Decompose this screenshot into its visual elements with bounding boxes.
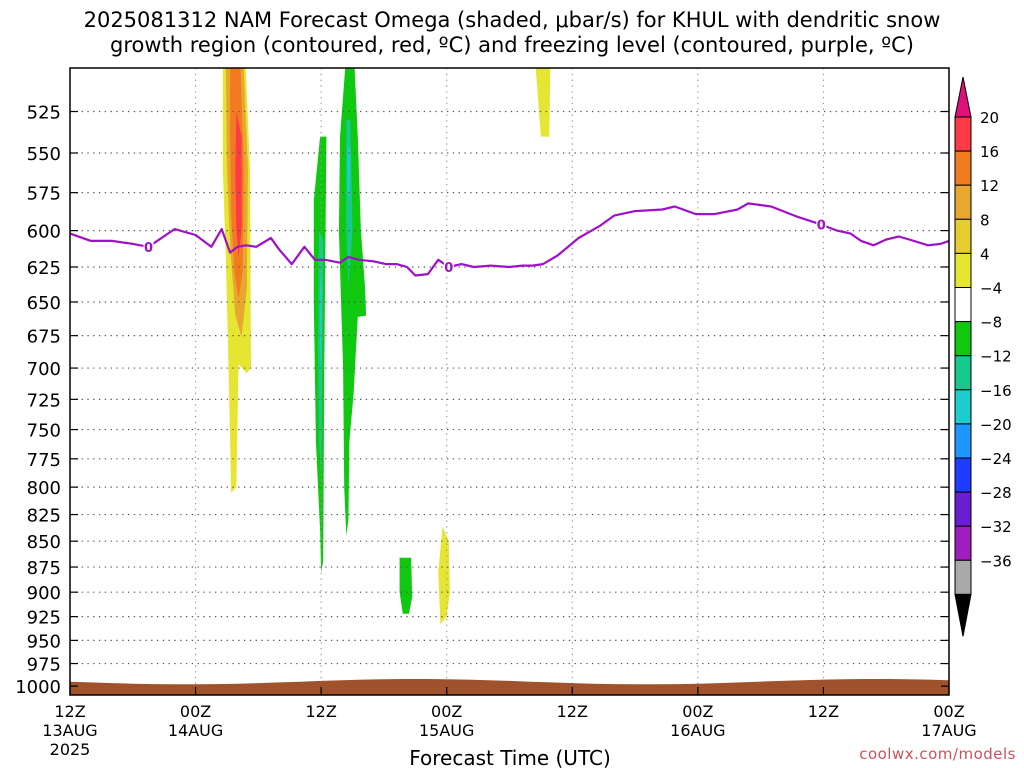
freezing-level-label: 0	[444, 261, 453, 276]
omega-region-14aug-pm-cyan	[347, 144, 351, 201]
colorbar-label: 8	[980, 211, 990, 229]
omega-region-14aug-pm-green	[338, 68, 367, 536]
x-tick-label: 17AUG	[921, 721, 976, 740]
plot-background	[70, 68, 949, 695]
grid-lines	[70, 68, 949, 695]
y-tick-label: 650	[27, 293, 61, 314]
colorbar-label: 4	[980, 245, 990, 263]
colorbar-swatch	[954, 559, 972, 595]
x-tick-label: 14AUG	[168, 721, 223, 740]
y-tick-label: 975	[27, 655, 61, 676]
colorbar-swatch	[954, 525, 972, 561]
colorbar-label: −16	[980, 382, 1012, 400]
x-tick-label: 12Z	[557, 702, 588, 721]
omega-region-15aug-low-green	[399, 557, 413, 614]
colorbar-swatch	[954, 287, 972, 323]
x-tick-label: 12Z	[54, 702, 85, 721]
y-tick-label: 825	[27, 506, 61, 527]
y-tick-label: 700	[27, 359, 61, 380]
plot-frame	[69, 67, 950, 696]
y-tick-label: 850	[27, 532, 61, 553]
colorbar-label: 12	[980, 177, 999, 195]
freezing-level-label-bg	[443, 259, 454, 274]
y-tick-label: 925	[27, 608, 61, 629]
colorbar-top-arrow	[954, 76, 972, 118]
freezing-level-label-bg	[816, 217, 827, 232]
colorbar-swatch	[954, 355, 972, 391]
terrain-fill	[70, 679, 949, 695]
colorbar-label: −4	[980, 280, 1002, 298]
site-credit: coolwx.com/models	[859, 745, 1016, 763]
x-tick-label: 13AUG	[42, 721, 97, 740]
omega-region-12z-cyan	[320, 274, 323, 369]
freezing-level-label-bg	[143, 239, 154, 254]
colorbar-swatch	[954, 252, 972, 288]
colorbar-label: −12	[980, 348, 1012, 366]
colorbar-swatch	[954, 389, 972, 425]
colorbar-swatch	[954, 321, 972, 357]
colorbar-label: −8	[980, 314, 1002, 332]
omega-region-14aug-red	[235, 111, 242, 257]
omega-region-15aug-low-yellow	[438, 526, 450, 625]
y-tick-label: 625	[27, 258, 61, 279]
y-tick-label: 900	[27, 583, 61, 604]
x-axis-label: Forecast Time (UTC)	[409, 746, 611, 768]
y-tick-label: 875	[27, 558, 61, 579]
y-tick-label: 725	[27, 390, 61, 411]
omega-region-15aug-upper	[535, 68, 551, 137]
colorbar-label: −24	[980, 450, 1012, 468]
colorbar-label: −28	[980, 484, 1012, 502]
colorbar-bottom-arrow	[954, 593, 972, 637]
colorbar-label: 20	[980, 109, 999, 127]
y-axis: 525 550 575 600 625 650 675 700 725 750 775 800 825 8…	[15, 103, 949, 698]
y-tick-label: 600	[27, 222, 61, 243]
x-tick-label: 12Z	[305, 702, 336, 721]
colorbar-swatch	[954, 116, 972, 152]
y-tick-label: 525	[27, 103, 61, 124]
y-tick-label: 575	[27, 184, 61, 205]
x-tick-label: 00Z	[933, 702, 964, 721]
y-tick-label: 800	[27, 478, 61, 499]
colorbar-label: −32	[980, 518, 1012, 536]
x-tick-label: 00Z	[180, 702, 211, 721]
colorbar-swatch	[954, 218, 972, 254]
x-tick-label: 00Z	[682, 702, 713, 721]
x-tick-label: 16AUG	[670, 721, 725, 740]
y-tick-label: 775	[27, 450, 61, 471]
colorbar-swatch	[954, 423, 972, 459]
x-tick-label: 2025	[50, 740, 91, 759]
y-tick-label: 950	[27, 631, 61, 652]
y-tick-label: 550	[27, 144, 61, 165]
colorbar-swatch	[954, 457, 972, 493]
colorbar-label: −20	[980, 416, 1012, 434]
colorbar-label: 16	[980, 143, 999, 161]
colorbar-swatch	[954, 491, 972, 527]
freezing-level-label: 0	[144, 241, 153, 256]
y-tick-label: 675	[27, 327, 61, 348]
colorbar-swatch	[954, 184, 972, 220]
x-tick-label: 15AUG	[419, 721, 474, 740]
plot-area: 0 0 0	[70, 68, 949, 695]
freezing-level-label: 0	[817, 219, 826, 234]
colorbar: 20 16 12 8 4 −4 −8 −12 −16 −20 −24 −28 −32 −36	[954, 76, 1012, 637]
chart-title-line-2: growth region (contoured, red, ºC) and f…	[110, 33, 914, 57]
y-tick-label: 750	[27, 421, 61, 442]
colorbar-swatch	[954, 150, 972, 186]
chart-title-line-1: 2025081312 NAM Forecast Omega (shaded, μ…	[83, 8, 941, 32]
x-tick-label: 00Z	[431, 702, 462, 721]
y-tick-label: 1000	[15, 677, 61, 698]
colorbar-label: −36	[980, 552, 1012, 570]
x-tick-label: 12Z	[808, 702, 839, 721]
